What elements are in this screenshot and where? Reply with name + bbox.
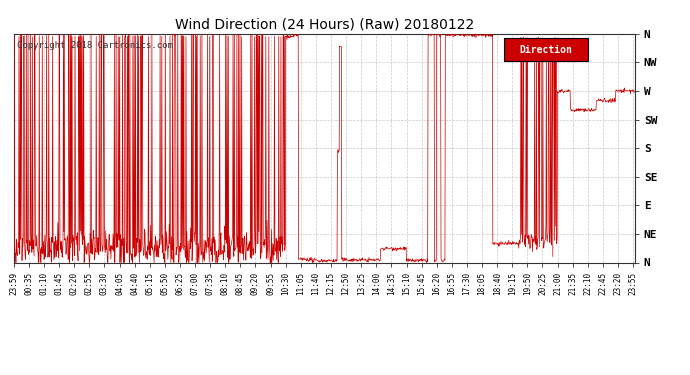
Text: Copyright 2018 Cartronics.com: Copyright 2018 Cartronics.com (17, 40, 172, 50)
Title: Wind Direction (24 Hours) (Raw) 20180122: Wind Direction (24 Hours) (Raw) 20180122 (175, 17, 474, 31)
Text: Direction: Direction (520, 45, 573, 55)
FancyBboxPatch shape (504, 38, 589, 61)
